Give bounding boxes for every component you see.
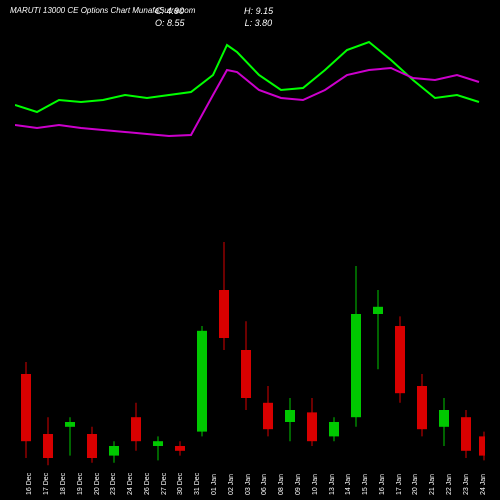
x-axis-label: 01 Jan xyxy=(211,474,218,495)
candle-body xyxy=(373,307,383,314)
x-axis-label: 02 Jan xyxy=(228,474,235,495)
candle-body xyxy=(43,434,53,458)
line-chart-svg xyxy=(15,30,485,230)
candle-body xyxy=(417,386,427,429)
x-axis-label: 30 Dec xyxy=(177,473,184,495)
x-axis-label: 06 Jan xyxy=(261,474,268,495)
candle-chart-panel xyxy=(15,230,485,470)
candle-body xyxy=(197,331,207,432)
x-axis-label: 16 Dec xyxy=(26,473,33,495)
candle-body xyxy=(479,436,485,455)
candle-body xyxy=(219,290,229,338)
x-axis: 16 Dec 17 Dec 18 Dec 19 Dec 20 Dec 23 Dec 24 D… xyxy=(15,471,485,496)
x-axis-label: 15 Jan xyxy=(362,474,369,495)
line-chart-panel xyxy=(15,30,485,230)
x-axis-label: 20 Dec xyxy=(94,473,101,495)
candle-body xyxy=(307,412,317,441)
x-axis-label: 24 Jan xyxy=(480,474,487,495)
candle-body xyxy=(263,403,273,429)
chart-area xyxy=(15,30,485,470)
x-axis-label: 16 Jan xyxy=(379,474,386,495)
candle-body xyxy=(241,350,251,398)
x-axis-label: 21 Jan xyxy=(429,474,436,495)
candle-chart-svg xyxy=(15,230,485,470)
x-axis-label: 18 Dec xyxy=(60,473,67,495)
x-axis-label: 31 Dec xyxy=(194,473,201,495)
x-axis-label: 23 Dec xyxy=(110,473,117,495)
candle-body xyxy=(439,410,449,427)
candle-body xyxy=(131,417,141,441)
x-axis-label: 14 Jan xyxy=(345,474,352,495)
x-axis-label: 17 Dec xyxy=(43,473,50,495)
x-axis-label: 22 Jan xyxy=(446,474,453,495)
x-axis-label: 13 Jan xyxy=(329,474,336,495)
candle-body xyxy=(175,446,185,451)
candle-body xyxy=(109,446,119,456)
x-axis-label: 19 Dec xyxy=(77,473,84,495)
candle-body xyxy=(395,326,405,393)
ohlc-low: L: 3.80 xyxy=(245,18,273,28)
ohlc-high: H: 9.15 xyxy=(244,6,273,16)
x-axis-label: 26 Dec xyxy=(144,473,151,495)
candle-body xyxy=(65,422,75,427)
x-axis-label: 27 Dec xyxy=(161,473,168,495)
candle-body xyxy=(461,417,471,451)
candle-body xyxy=(21,374,31,441)
x-axis-label: 10 Jan xyxy=(312,474,319,495)
candle-body xyxy=(87,434,97,458)
x-axis-label: 24 Dec xyxy=(127,473,134,495)
x-axis-label: 08 Jan xyxy=(278,474,285,495)
candle-body xyxy=(153,441,163,446)
x-axis-label: 17 Jan xyxy=(396,474,403,495)
ohlc-close: C: 4.90 xyxy=(155,6,184,16)
candle-body xyxy=(351,314,361,417)
x-axis-label: 23 Jan xyxy=(463,474,470,495)
candle-body xyxy=(285,410,295,422)
ohlc-open: O: 8.55 xyxy=(155,18,185,28)
x-axis-label: 20 Jan xyxy=(412,474,419,495)
x-axis-label: 09 Jan xyxy=(295,474,302,495)
x-axis-label: 03 Jan xyxy=(245,474,252,495)
candle-body xyxy=(329,422,339,436)
